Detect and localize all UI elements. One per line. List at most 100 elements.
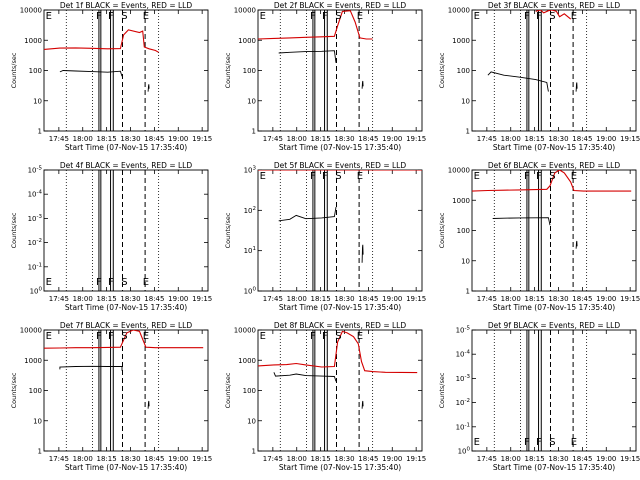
panel-det-4: Det 4f BLACK = Events, RED = LLD 10-5 10-4… — [10, 161, 212, 312]
event-marker-f: F — [108, 331, 114, 342]
event-marker-f: F — [96, 331, 102, 342]
y-tick-label: 10 — [33, 97, 42, 105]
y-tick-label: 10000 — [234, 7, 256, 15]
panel-det-7: Det 7f BLACK = Events, RED = LLD 1 10 100 10… — [10, 321, 212, 472]
x-tick-label: 19:15 — [406, 295, 426, 303]
x-tick-label: 18:30 — [548, 455, 568, 463]
x-tick-label: 18:15 — [525, 295, 545, 303]
y-tick-label: 100 — [244, 287, 257, 296]
event-marker-f: F — [322, 331, 328, 342]
y-tick-label: 1 — [38, 128, 42, 136]
y-tick-label: 10-5 — [456, 326, 471, 335]
x-tick-label: 17:45 — [49, 295, 69, 303]
event-marker-f: F — [524, 171, 530, 182]
x-axis-label: Start Time (07-Nov-15 17:35:40) — [65, 463, 187, 472]
event-marker-f: F — [96, 11, 102, 22]
x-axis-label: Start Time (07-Nov-15 17:35:40) — [65, 143, 187, 152]
x-axis-label: Start Time (07-Nov-15 17:35:40) — [493, 463, 615, 472]
y-axis-label: Counts/sec — [224, 52, 232, 88]
y-tick-label: 10-4 — [28, 190, 43, 199]
x-tick-label: 18:45 — [358, 295, 378, 303]
x-tick-label: 18:45 — [358, 135, 378, 143]
event-marker-s: S — [549, 171, 555, 182]
x-tick-label: 19:00 — [382, 135, 402, 143]
events-series-line — [575, 240, 578, 249]
y-axis-label: Counts/sec — [10, 372, 18, 408]
event-marker-f: F — [310, 11, 316, 22]
y-tick-label: 10-4 — [456, 350, 471, 359]
y-tick-label: 1000 — [238, 357, 256, 365]
event-marker-f: F — [322, 171, 328, 182]
x-tick-label: 19:00 — [596, 135, 616, 143]
events-series-line — [59, 70, 123, 77]
plot-frame — [471, 329, 637, 452]
event-marker-f: F — [536, 171, 542, 182]
event-marker-f: F — [524, 11, 530, 22]
y-tick-label: 103 — [244, 166, 257, 175]
lld-series-line — [535, 10, 572, 20]
y-axis-label: Counts/sec — [10, 212, 18, 248]
event-marker-f: F — [310, 171, 316, 182]
y-tick-label: 100 — [243, 67, 256, 75]
y-tick-label: 10-3 — [28, 214, 43, 223]
x-tick-label: 19:15 — [620, 455, 640, 463]
x-tick-label: 17:45 — [49, 455, 69, 463]
x-tick-label: 18:45 — [144, 135, 164, 143]
y-tick-label: 10000 — [448, 7, 470, 15]
x-tick-label: 19:15 — [620, 135, 640, 143]
y-tick-label: 100 — [29, 67, 42, 75]
x-tick-label: 18:00 — [73, 455, 93, 463]
event-marker-f: F — [96, 277, 102, 288]
x-tick-label: 19:00 — [596, 295, 616, 303]
y-tick-label: 10-1 — [28, 262, 42, 271]
events-series-line — [487, 71, 549, 92]
y-tick-label: 10-1 — [456, 422, 470, 431]
x-tick-label: 18:15 — [97, 295, 117, 303]
x-tick-label: 18:45 — [572, 455, 592, 463]
y-tick-label: 100 — [458, 447, 471, 456]
event-marker-s: S — [121, 331, 127, 342]
event-marker-f: F — [108, 277, 114, 288]
events-series-line — [147, 400, 150, 409]
y-axis-label: Counts/sec — [224, 212, 232, 248]
events-series-line — [147, 84, 150, 92]
x-tick-label: 18:00 — [501, 295, 521, 303]
y-tick-label: 1 — [252, 448, 256, 456]
x-tick-label: 18:15 — [525, 135, 545, 143]
panel-title: Det 3f BLACK = Events, RED = LLD — [488, 1, 621, 10]
x-axis-label: Start Time (07-Nov-15 17:35:40) — [65, 303, 187, 312]
y-tick-label: 10-2 — [28, 238, 42, 247]
x-axis-label: Start Time (07-Nov-15 17:35:40) — [279, 143, 401, 152]
x-tick-label: 19:15 — [192, 295, 212, 303]
x-tick-label: 18:00 — [287, 295, 307, 303]
y-axis-label: Counts/sec — [224, 372, 232, 408]
x-tick-label: 18:30 — [334, 135, 354, 143]
y-tick-label: 10-5 — [28, 166, 43, 175]
x-axis-label: Start Time (07-Nov-15 17:35:40) — [279, 303, 401, 312]
y-tick-label: 1 — [466, 288, 470, 296]
x-axis-label: Start Time (07-Nov-15 17:35:40) — [279, 463, 401, 472]
panel-title: Det 4f BLACK = Events, RED = LLD — [60, 161, 193, 170]
event-marker-s: S — [121, 11, 127, 22]
events-series-line — [278, 50, 337, 63]
x-axis-label: Start Time (07-Nov-15 17:35:40) — [493, 303, 615, 312]
x-tick-label: 18:00 — [287, 135, 307, 143]
x-tick-label: 19:15 — [620, 295, 640, 303]
plot-frame — [43, 169, 209, 292]
panel-det-2: Det 2f BLACK = Events, RED = LLD 1 10 100 10… — [224, 1, 426, 152]
event-marker-f: F — [310, 331, 316, 342]
x-tick-label: 19:00 — [168, 135, 188, 143]
event-marker-e: E — [260, 171, 266, 182]
y-tick-label: 1000 — [452, 197, 470, 205]
event-marker-e: E — [46, 331, 52, 342]
x-tick-label: 18:30 — [334, 295, 354, 303]
panel-det-6: Det 6f BLACK = Events, RED = LLD 1 10 100 10… — [438, 161, 640, 312]
events-series-line — [361, 244, 364, 263]
x-tick-label: 18:30 — [120, 135, 140, 143]
x-tick-label: 18:00 — [501, 455, 521, 463]
x-tick-label: 18:30 — [548, 135, 568, 143]
x-tick-label: 18:30 — [120, 455, 140, 463]
y-tick-label: 10-3 — [456, 374, 471, 383]
y-tick-label: 100 — [29, 387, 42, 395]
